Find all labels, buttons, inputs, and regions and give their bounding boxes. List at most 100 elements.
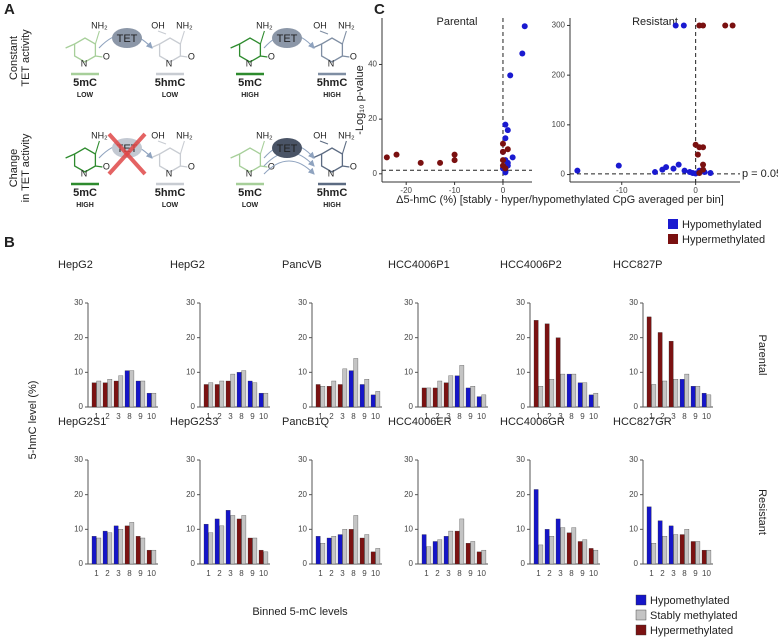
bar <box>113 525 119 565</box>
bar <box>651 543 657 565</box>
panel-label: A <box>4 1 15 18</box>
x-tick-label: 9 <box>693 569 698 578</box>
level: HIGH <box>323 92 341 99</box>
bar <box>91 536 97 565</box>
y-tick-label: 20 <box>516 333 525 342</box>
bar <box>465 543 471 565</box>
bar <box>657 332 663 408</box>
bar <box>673 534 679 565</box>
bar <box>214 518 220 565</box>
bar <box>476 396 482 408</box>
bar <box>359 537 365 565</box>
y-tick-label: 20 <box>74 490 83 499</box>
bar <box>107 532 113 565</box>
bar <box>582 382 588 408</box>
bar <box>214 384 220 408</box>
bar <box>203 523 209 565</box>
point <box>507 72 514 79</box>
enzyme-label: TET <box>117 33 138 45</box>
bar <box>448 375 454 408</box>
bar <box>203 384 209 408</box>
chemical-group: NH₂ <box>176 20 193 30</box>
level: LOW <box>162 202 179 209</box>
level: LOW <box>77 92 94 99</box>
bar <box>544 529 550 565</box>
x-tick-label: 9 <box>138 569 143 578</box>
base-name: 5mC <box>238 77 262 89</box>
bar <box>124 525 130 565</box>
point <box>499 148 506 155</box>
bar <box>102 530 108 565</box>
bar <box>646 316 652 408</box>
bar <box>555 518 561 565</box>
methyl-bond <box>65 43 75 49</box>
level: HIGH <box>241 92 259 99</box>
row-title-line: TET activity <box>20 29 32 87</box>
bar <box>470 386 476 408</box>
bar <box>549 379 555 408</box>
x-tick-label: 9 <box>468 412 473 421</box>
bar <box>208 532 214 565</box>
ring-atom: O <box>350 161 357 171</box>
bar <box>481 394 487 408</box>
bar <box>443 536 449 565</box>
x-axis-label: Δ5-hmC (%) [stably - hyper/hypomethylate… <box>396 194 724 206</box>
ring-atom: N <box>81 168 88 178</box>
point <box>393 151 400 158</box>
carbonyl <box>180 165 188 168</box>
bar <box>437 380 443 408</box>
ring-atom: N <box>166 58 173 68</box>
x-tick-label: -20 <box>400 186 412 195</box>
bar <box>230 373 236 408</box>
x-tick-label: 9 <box>362 412 367 421</box>
y-tick-label: 20 <box>186 490 195 499</box>
methyl-bond <box>230 43 240 49</box>
y-tick-label: 30 <box>516 298 525 307</box>
x-tick-label: 10 <box>702 569 711 578</box>
ring-atom: O <box>350 51 357 61</box>
bar <box>465 387 471 408</box>
point <box>700 22 707 29</box>
bar <box>443 382 449 408</box>
point <box>499 157 506 164</box>
methyl-bond <box>65 153 75 159</box>
point <box>574 167 581 174</box>
group-bond <box>157 140 167 145</box>
x-tick-label: 1 <box>318 412 323 421</box>
chemical-group: NH₂ <box>338 20 355 30</box>
x-tick-label: 1 <box>649 569 654 578</box>
y-tick-label: 20 <box>298 333 307 342</box>
group-bond <box>94 140 100 155</box>
x-tick-label: 8 <box>127 412 132 421</box>
bar <box>107 379 113 408</box>
y-tick-label: 0 <box>191 402 196 411</box>
bar <box>679 379 685 408</box>
x-tick-label: 8 <box>351 569 356 578</box>
x-tick-label: 2 <box>660 412 665 421</box>
inhibition-cross <box>107 132 147 176</box>
bar <box>208 382 214 408</box>
chemical-group: OH <box>151 20 165 30</box>
x-tick-label: 3 <box>671 412 676 421</box>
bar <box>124 370 130 408</box>
x-tick-label: 10 <box>589 412 598 421</box>
row-title-line: in TET activity <box>20 133 32 202</box>
ring-atom: N <box>246 168 253 178</box>
ring-atom: N <box>81 58 88 68</box>
row-title-line: Constant <box>8 36 20 80</box>
y-tick-label: 20 <box>404 490 413 499</box>
point <box>451 151 458 158</box>
x-tick-label: 0 <box>693 186 698 195</box>
bar <box>538 386 544 408</box>
x-tick-label: 9 <box>250 412 255 421</box>
x-tick-label: -10 <box>616 186 628 195</box>
legend-swatch <box>635 594 647 606</box>
bar <box>673 379 679 408</box>
bar <box>533 489 539 565</box>
bar <box>342 529 348 565</box>
x-tick-label: 3 <box>228 412 233 421</box>
y-tick-label: 10 <box>404 524 413 533</box>
x-tick-label: 1 <box>536 569 541 578</box>
bar <box>662 380 668 408</box>
bar <box>258 392 264 408</box>
